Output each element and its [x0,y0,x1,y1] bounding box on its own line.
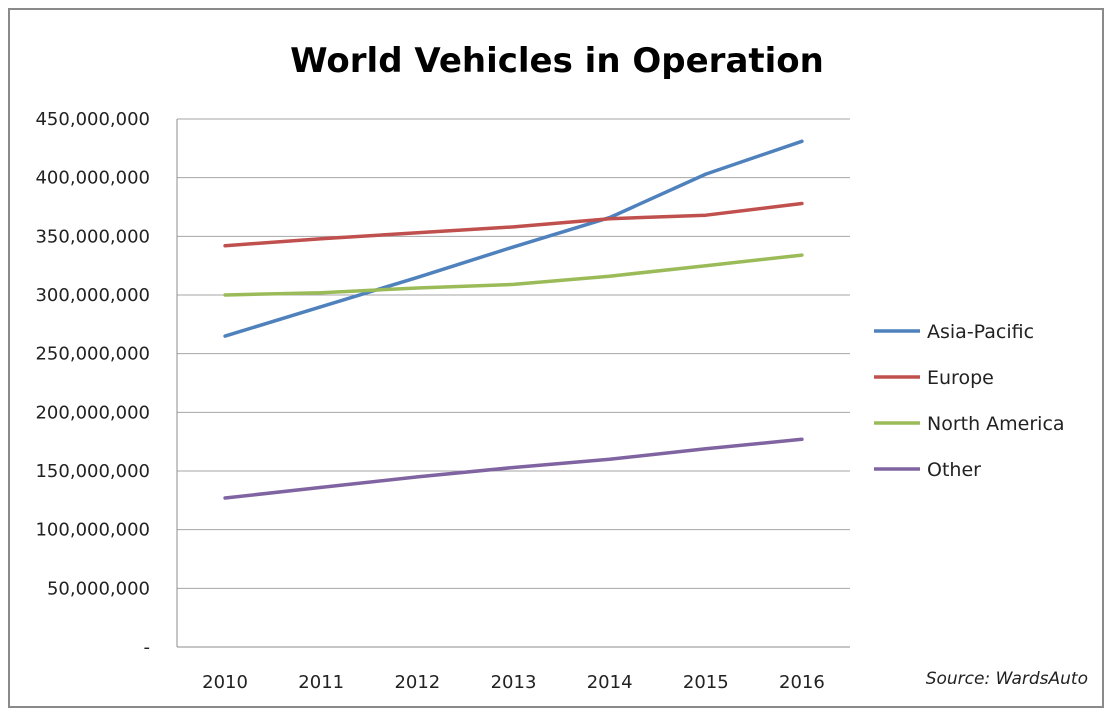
y-tick-label: 300,000,000 [35,285,150,306]
y-tick-label: - [144,637,151,658]
data-point [319,237,323,241]
data-point [704,264,708,268]
data-point [512,282,515,286]
y-tick-label: 450,000,000 [35,109,150,130]
source-annotation: Source: WardsAuto [926,669,1088,689]
data-point [319,485,323,489]
data-point [800,437,804,441]
data-point [223,293,227,297]
data-point [223,244,227,248]
data-point [223,334,227,338]
data-point [512,245,515,249]
data-point [800,139,804,143]
gridlines [177,118,850,589]
x-axis-ticks: 2010 2011 2012 2013 2014 2015 2016 [202,672,825,693]
legend-label: Other [927,459,981,481]
data-point [704,172,708,176]
data-point [608,274,612,278]
y-tick-label: 400,000,000 [35,168,150,189]
data-point [800,253,804,257]
data-point [319,291,323,295]
y-tick-label: 100,000,000 [35,520,150,541]
legend-label: North America [927,413,1065,435]
data-point [800,201,804,205]
x-tick-label: 2011 [298,672,344,693]
y-tick-label: 50,000,000 [47,578,150,599]
data-point [319,305,323,309]
x-tick-label: 2013 [491,672,537,693]
x-tick-label: 2016 [779,672,825,693]
chart-title: World Vehicles in Operation [290,41,824,81]
data-point [608,217,612,221]
x-tick-label: 2012 [394,672,440,693]
data-point [512,225,515,229]
data-point [704,213,708,217]
series-line-north-america [223,253,804,297]
legend-label: Asia-Pacific [927,321,1034,343]
series-line-europe [223,201,804,248]
data-point [512,465,515,469]
y-tick-label: 200,000,000 [35,402,150,423]
y-tick-label: 150,000,000 [35,461,150,482]
legend: Asia-Pacific Europe North America Other [874,321,1065,481]
chart-frame [8,8,1104,708]
axes [176,119,850,648]
data-point [415,475,419,479]
series-lines [223,139,804,500]
x-tick-label: 2010 [202,672,248,693]
y-axis-ticks: - 50,000,000 100,000,000 150,000,000 200,000… [35,109,150,658]
y-tick-label: 350,000,000 [35,226,150,247]
data-point [223,496,227,500]
x-tick-label: 2015 [683,672,729,693]
y-tick-label: 250,000,000 [35,344,150,365]
data-point [704,447,708,451]
data-point [415,286,419,290]
x-tick-label: 2014 [587,672,633,693]
legend-label: Europe [927,367,994,389]
data-point [608,457,612,461]
data-point [415,275,419,279]
data-point [415,231,419,235]
